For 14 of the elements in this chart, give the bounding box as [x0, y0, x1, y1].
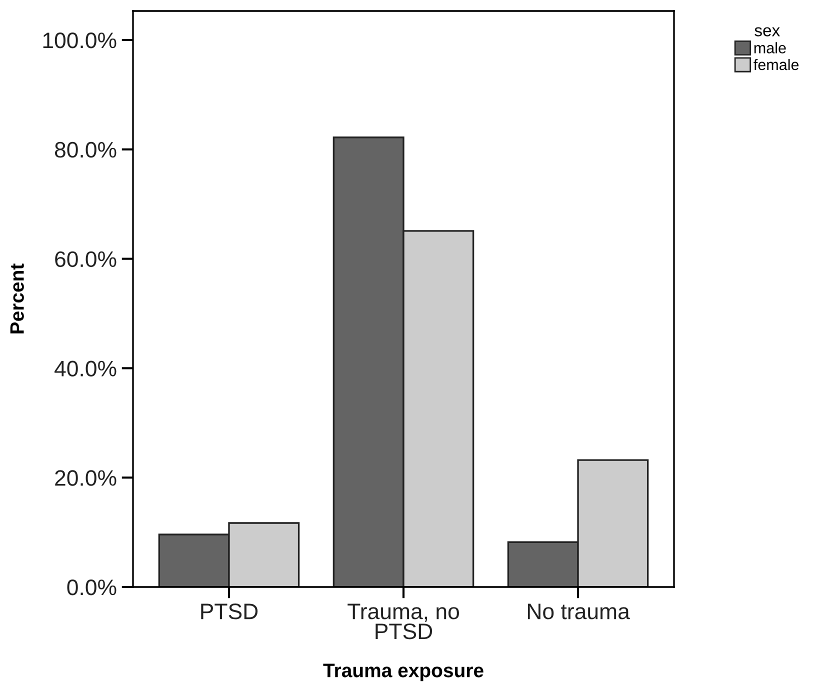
- y-tick-label: 100.0%: [43, 32, 116, 48]
- y-tick-label: 0.0%: [67, 580, 116, 596]
- x-axis-title: Trauma exposure: [323, 664, 484, 682]
- y-tick-label: 60.0%: [55, 251, 116, 268]
- y-tick-label: 40.0%: [54, 360, 116, 376]
- y-tick-label: 20.0%: [55, 470, 116, 486]
- x-tick-label: Trauma, no PTSD: [348, 604, 459, 640]
- y-axis-title: Percent: [10, 264, 24, 334]
- legend-title: sex: [754, 27, 780, 36]
- y-tick-label: 80.0%: [54, 142, 116, 158]
- x-tick-label: PTSD: [201, 604, 258, 620]
- legend-label: female: [754, 58, 799, 70]
- legend-label: male: [754, 42, 786, 54]
- x-tick-label: No trauma: [528, 604, 630, 620]
